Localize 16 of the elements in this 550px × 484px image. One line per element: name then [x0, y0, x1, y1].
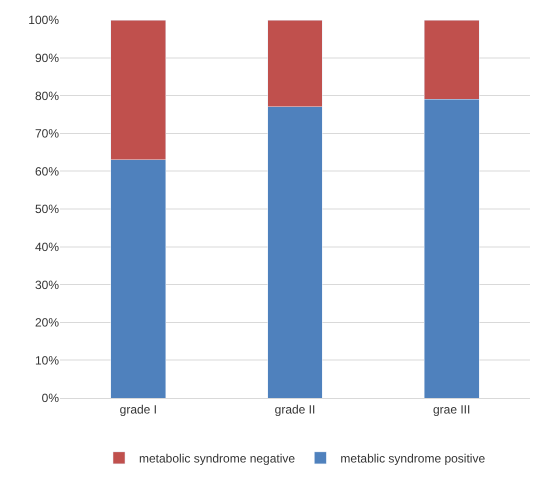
y-tick-label: 80%: [34, 88, 60, 103]
y-tick-label: 50%: [34, 202, 60, 216]
y-tick-label: 10%: [34, 353, 60, 368]
y-tick-label: 100%: [28, 13, 60, 28]
x-tick-label: grae III: [432, 402, 470, 416]
y-tick-label: 30%: [34, 278, 60, 292]
y-tick-label: 60%: [34, 164, 60, 178]
x-tick-label: grade I: [120, 402, 158, 416]
y-tick-label: 0%: [42, 391, 60, 406]
y-tick-label: 40%: [34, 240, 60, 254]
x-tick-label: grade II: [274, 402, 316, 416]
legend-label: metablic syndrome positive: [340, 452, 486, 466]
y-tick-label: 70%: [34, 126, 60, 141]
y-tick-label: 20%: [34, 316, 60, 330]
y-tick-label: 90%: [34, 51, 60, 65]
legend-label: metabolic syndrome negative: [139, 452, 296, 466]
